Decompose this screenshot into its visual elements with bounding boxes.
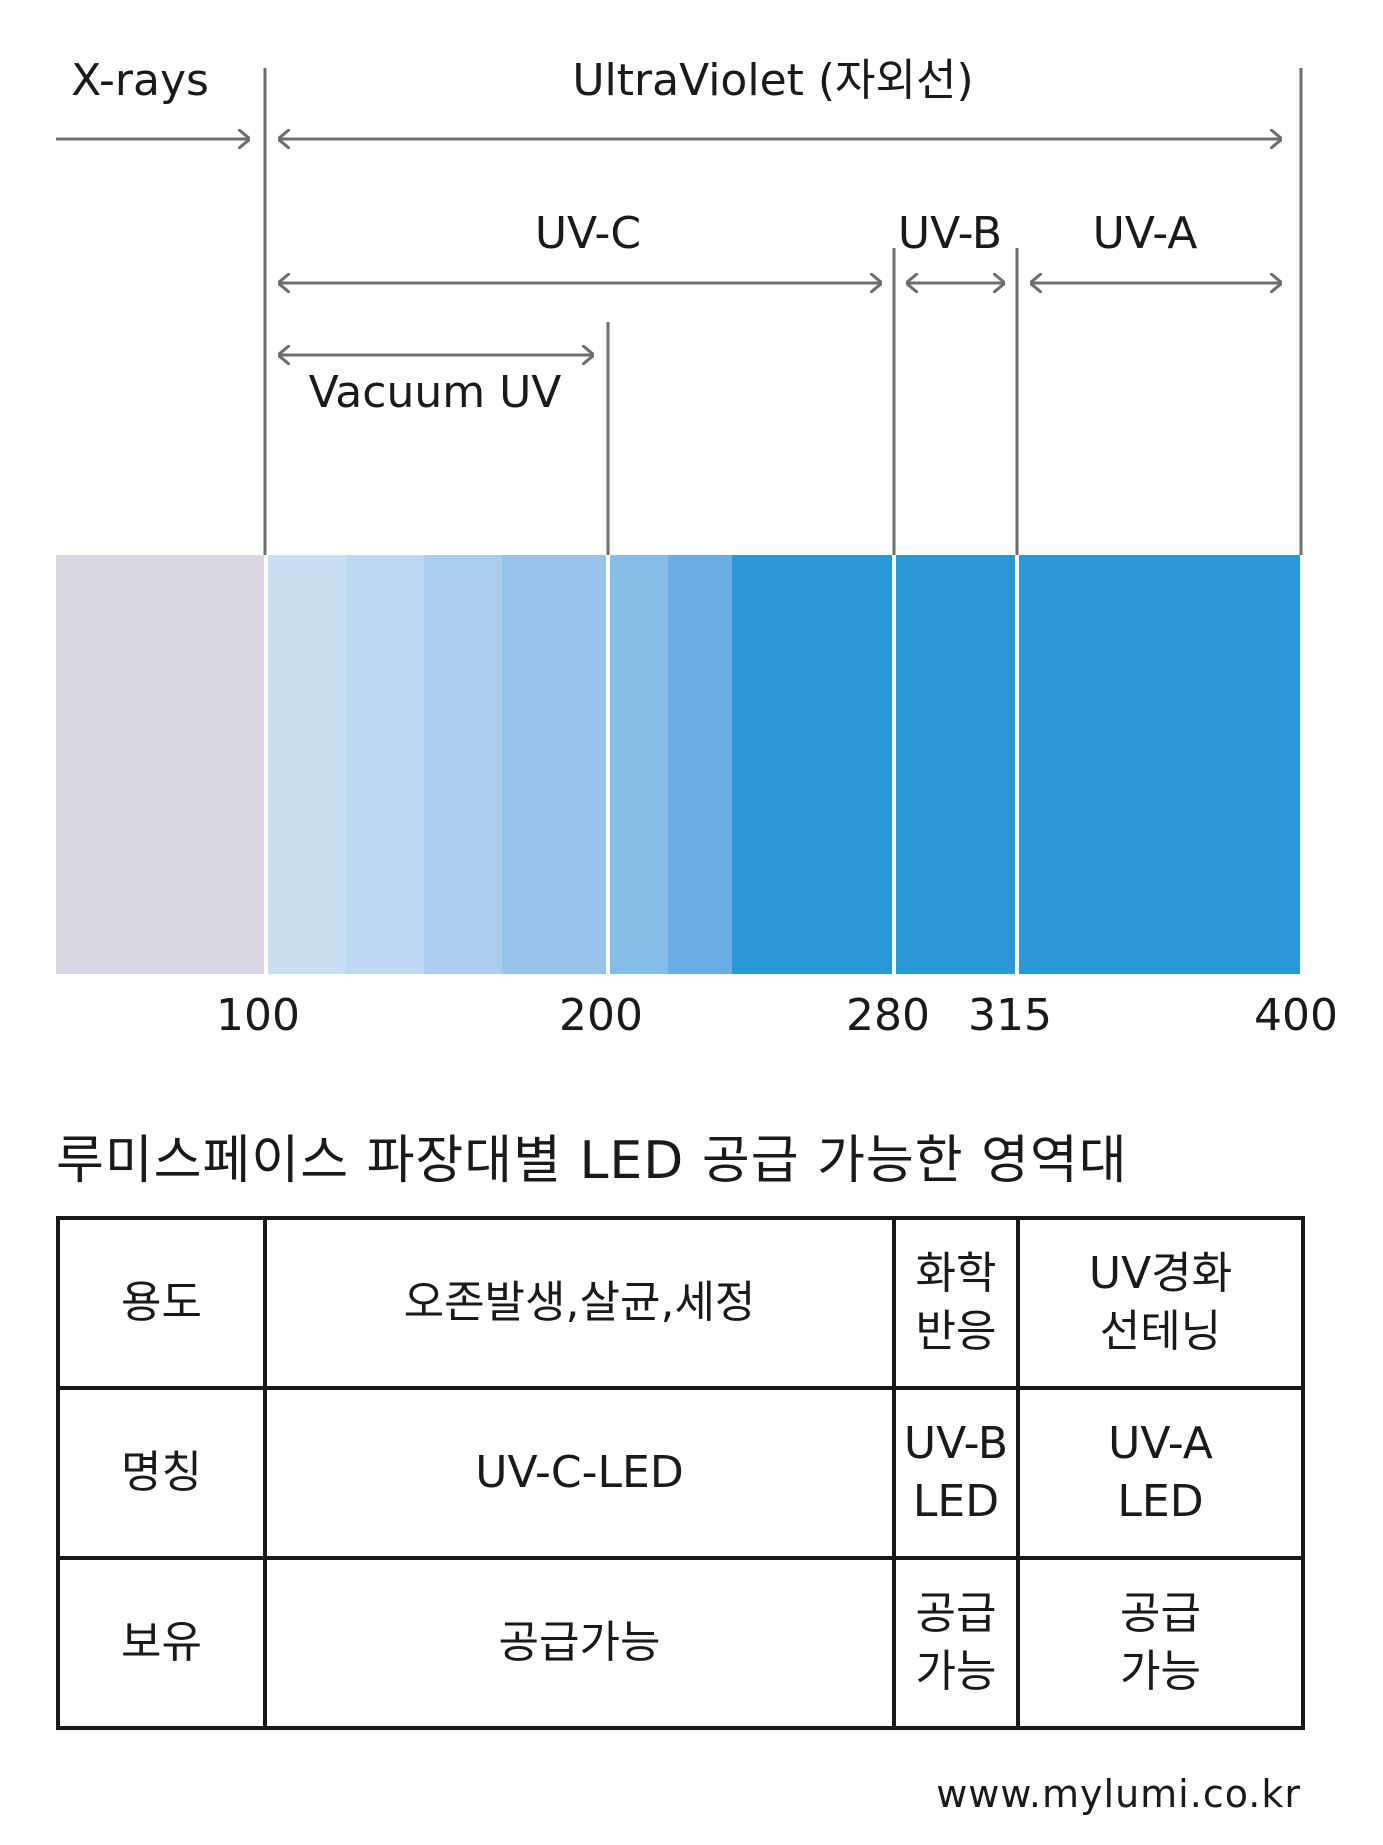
availability-uvc: 공급가능 [263,1556,896,1730]
tick-315: 315 [968,990,1052,1041]
uva-label: UV-A [1093,208,1198,259]
xrays-label: X-rays [71,55,209,106]
usage-uvb: 화학 반응 [892,1216,1020,1390]
ultraviolet-label: UltraViolet (자외선) [572,55,973,106]
uv-band-3 [424,555,502,974]
table-row-availability: 보유 공급가능 공급 가능 공급 가능 [56,1556,1305,1730]
table-row-usage: 용도 오존발생,살균,세정 화학 반응 UV경화 선테닝 [56,1216,1305,1390]
boundary-lines [263,68,1303,555]
table-row-name: 명칭 UV-C-LED UV-B LED UV-A LED [56,1386,1305,1560]
uv-band-2 [346,555,424,974]
row-header-availability: 보유 [56,1556,267,1730]
vacuum-uv-label: Vacuum UV [309,367,562,418]
led-availability-table: 용도 오존발생,살균,세정 화학 반응 UV경화 선테닝 명칭 UV-C-LED… [56,1216,1305,1730]
section-title: 루미스페이스 파장대별 LED 공급 가능한 영역대 [56,1131,1128,1191]
spectrum-bar [56,555,1300,974]
uv-band-4 [502,555,608,974]
uv-band-6 [668,555,732,974]
name-uva: UV-A LED [1016,1386,1305,1560]
wavelength-axis: 100 200 280 315 400 [216,990,1338,1041]
uv-band-5 [608,555,668,974]
usage-uva: UV경화 선테닝 [1016,1216,1305,1390]
tick-400: 400 [1254,990,1338,1041]
availability-uva: 공급 가능 [1016,1556,1305,1730]
row-header-name: 명칭 [56,1386,267,1560]
tick-200: 200 [559,990,643,1041]
usage-uvc: 오존발생,살균,세정 [263,1216,896,1390]
name-uvb: UV-B LED [892,1386,1020,1560]
website-url: www.mylumi.co.kr [936,1772,1301,1816]
tick-280: 280 [846,990,930,1041]
uvc-label: UV-C [535,208,641,259]
row-header-usage: 용도 [56,1216,267,1390]
name-uvc: UV-C-LED [263,1386,896,1560]
uv-band-1 [266,555,346,974]
uvb-label: UV-B [898,208,1002,259]
xray-band [56,555,266,974]
availability-uvb: 공급 가능 [892,1556,1020,1730]
range-arrows [56,139,1282,355]
tick-100: 100 [216,990,300,1041]
uv-spectrum-diagram: X-rays UltraViolet (자외선) UV-C UV-B UV-A … [56,55,1338,1041]
